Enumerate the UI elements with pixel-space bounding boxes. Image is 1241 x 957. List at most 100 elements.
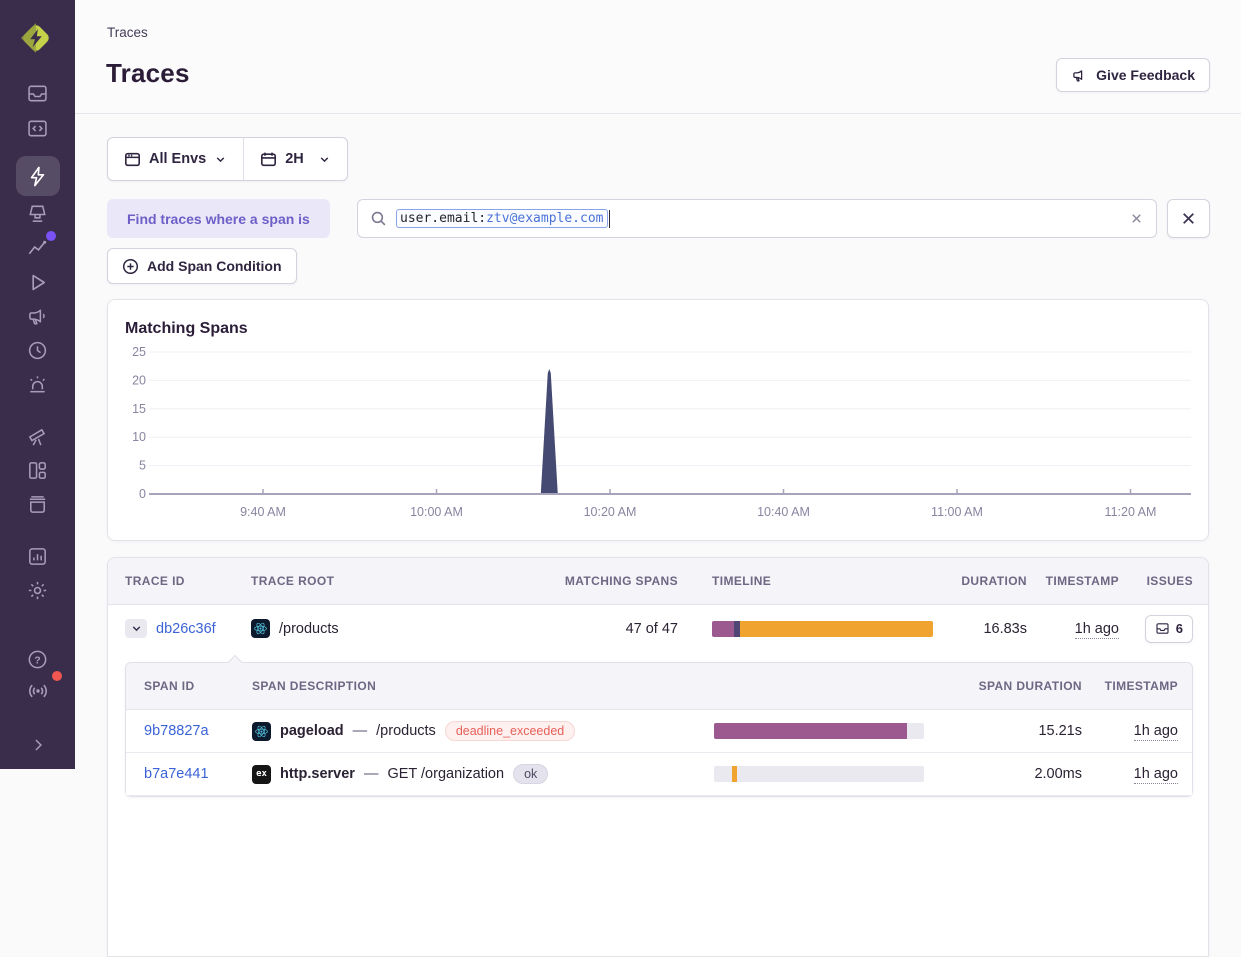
svg-text:10:40 AM: 10:40 AM bbox=[757, 505, 810, 519]
plus-circle-icon bbox=[122, 258, 139, 275]
col-span-id: SPAN ID bbox=[144, 679, 252, 693]
traces-table: TRACE ID TRACE ROOT MATCHING SPANS TIMEL… bbox=[107, 557, 1209, 957]
siren-icon bbox=[26, 373, 49, 396]
col-issues: ISSUES bbox=[1119, 574, 1193, 588]
matching-spans-count: 47 of 47 bbox=[534, 621, 678, 637]
inbox-icon bbox=[1155, 621, 1170, 636]
span-id-link[interactable]: b7a7e441 bbox=[144, 766, 252, 782]
sidebar-item-5[interactable] bbox=[16, 229, 60, 265]
sidebar-item-12[interactable] bbox=[16, 486, 60, 522]
timeline-segment-mauve bbox=[712, 621, 734, 637]
dashboard-icon bbox=[26, 459, 49, 482]
notification-dot-red bbox=[52, 671, 62, 681]
sidebar-item-13[interactable] bbox=[16, 538, 60, 574]
span-description: /products bbox=[376, 723, 436, 739]
sidebar-item-1[interactable] bbox=[16, 75, 60, 111]
sentry-logo[interactable] bbox=[17, 19, 55, 57]
clock-icon bbox=[26, 339, 49, 362]
main-content: Traces Traces Give Feedback All Envs 2H bbox=[75, 0, 1241, 769]
svg-text:10:20 AM: 10:20 AM bbox=[584, 505, 637, 519]
col-span-duration: SPAN DURATION bbox=[914, 679, 1082, 693]
add-span-condition-button[interactable]: Add Span Condition bbox=[107, 248, 297, 284]
sidebar: ? bbox=[0, 0, 75, 769]
chevron-down-icon bbox=[318, 153, 331, 166]
col-matching-spans: MATCHING SPANS bbox=[534, 574, 678, 588]
megaphone-icon bbox=[1071, 67, 1088, 84]
svg-text:9:40 AM: 9:40 AM bbox=[240, 505, 286, 519]
breadcrumb[interactable]: Traces bbox=[107, 25, 148, 40]
page-header: Traces Traces Give Feedback bbox=[75, 0, 1241, 114]
give-feedback-button[interactable]: Give Feedback bbox=[1056, 58, 1210, 92]
close-icon bbox=[1180, 210, 1197, 227]
sidebar-item-4[interactable] bbox=[16, 195, 60, 231]
col-trace-root: TRACE ROOT bbox=[251, 574, 534, 588]
svg-text:5: 5 bbox=[139, 459, 146, 473]
gridlines bbox=[149, 352, 1191, 466]
span-status-badge: deadline_exceeded bbox=[445, 721, 575, 741]
environment-filter[interactable]: All Envs bbox=[108, 138, 243, 180]
environment-filter-label: All Envs bbox=[149, 151, 206, 167]
close-icon bbox=[1129, 211, 1144, 226]
trace-issues-button[interactable]: 6 bbox=[1145, 615, 1193, 643]
svg-text:20: 20 bbox=[132, 373, 146, 387]
span-duration-bar bbox=[714, 766, 924, 782]
sidebar-item-9[interactable] bbox=[16, 366, 60, 402]
spike-series bbox=[541, 369, 558, 494]
sidebar-item-8[interactable] bbox=[16, 332, 60, 368]
sidebar-item-3-active[interactable] bbox=[16, 156, 60, 196]
search-token[interactable]: user.email:ztv@example.com bbox=[396, 209, 608, 228]
page-filter-bar: All Envs 2H bbox=[107, 137, 348, 181]
sidebar-item-14[interactable] bbox=[16, 572, 60, 608]
trace-timestamp: 1h ago bbox=[1075, 621, 1119, 639]
matching-spans-chart-card: Matching Spans 25 20 15 10 5 0 bbox=[107, 299, 1209, 541]
traces-table-header: TRACE ID TRACE ROOT MATCHING SPANS TIMEL… bbox=[108, 558, 1208, 605]
window-icon bbox=[124, 151, 141, 168]
svg-text:11:20 AM: 11:20 AM bbox=[1105, 505, 1157, 519]
spans-subtable-header: SPAN ID SPAN DESCRIPTION SPAN DURATION T… bbox=[126, 663, 1192, 710]
col-trace-id: TRACE ID bbox=[125, 574, 251, 588]
trace-root-name: /products bbox=[279, 621, 339, 637]
chevron-right-icon bbox=[28, 735, 48, 755]
col-duration: DURATION bbox=[957, 574, 1027, 588]
archive-icon bbox=[26, 493, 49, 516]
sidebar-item-6[interactable] bbox=[16, 264, 60, 300]
express-icon: ex bbox=[252, 765, 271, 784]
trace-expand-button[interactable] bbox=[125, 619, 147, 638]
svg-text:15: 15 bbox=[132, 402, 146, 416]
y-axis-labels: 25 20 15 10 5 0 bbox=[132, 345, 146, 501]
sidebar-collapse-toggle[interactable] bbox=[16, 727, 60, 763]
spans-subtable: SPAN ID SPAN DESCRIPTION SPAN DURATION T… bbox=[125, 662, 1193, 797]
sidebar-item-10[interactable] bbox=[16, 418, 60, 454]
sentry-logo-icon bbox=[17, 19, 55, 57]
remove-condition-button[interactable] bbox=[1167, 199, 1210, 238]
search-token-key: user.email: bbox=[400, 211, 486, 226]
svg-text:10:00 AM: 10:00 AM bbox=[410, 505, 463, 519]
sidebar-item-broadcast[interactable] bbox=[16, 673, 60, 709]
trace-duration: 16.83s bbox=[957, 621, 1027, 637]
trace-id-link[interactable]: db26c36f bbox=[156, 621, 216, 637]
spans-chart: 25 20 15 10 5 0 9:40 AM 10:00 AM 10:20 A… bbox=[108, 340, 1210, 525]
span-timestamp: 1h ago bbox=[1134, 723, 1178, 741]
chevron-down-icon bbox=[130, 622, 143, 635]
svg-text:10: 10 bbox=[132, 430, 146, 444]
page-title: Traces bbox=[106, 58, 190, 89]
play-icon bbox=[26, 271, 49, 294]
svg-text:25: 25 bbox=[132, 345, 146, 359]
col-timeline: TIMELINE bbox=[678, 574, 957, 588]
add-span-condition-label: Add Span Condition bbox=[147, 258, 282, 274]
sidebar-item-11[interactable] bbox=[16, 452, 60, 488]
span-search-input[interactable]: user.email:ztv@example.com bbox=[357, 199, 1157, 238]
span-duration-bar bbox=[714, 723, 924, 739]
search-clear-button[interactable] bbox=[1129, 211, 1144, 226]
projector-icon bbox=[26, 202, 49, 225]
help-icon: ? bbox=[26, 648, 49, 671]
sidebar-item-7[interactable] bbox=[16, 298, 60, 334]
col-timestamp: TIMESTAMP bbox=[1027, 574, 1119, 588]
search-icon bbox=[370, 210, 387, 227]
timeline-segment-amber bbox=[740, 621, 933, 637]
span-status-badge: ok bbox=[513, 764, 548, 784]
inbox-icon bbox=[26, 82, 49, 105]
sidebar-item-2[interactable] bbox=[16, 110, 60, 146]
span-id-link[interactable]: 9b78827a bbox=[144, 723, 252, 739]
date-range-filter[interactable]: 2H bbox=[244, 138, 347, 180]
